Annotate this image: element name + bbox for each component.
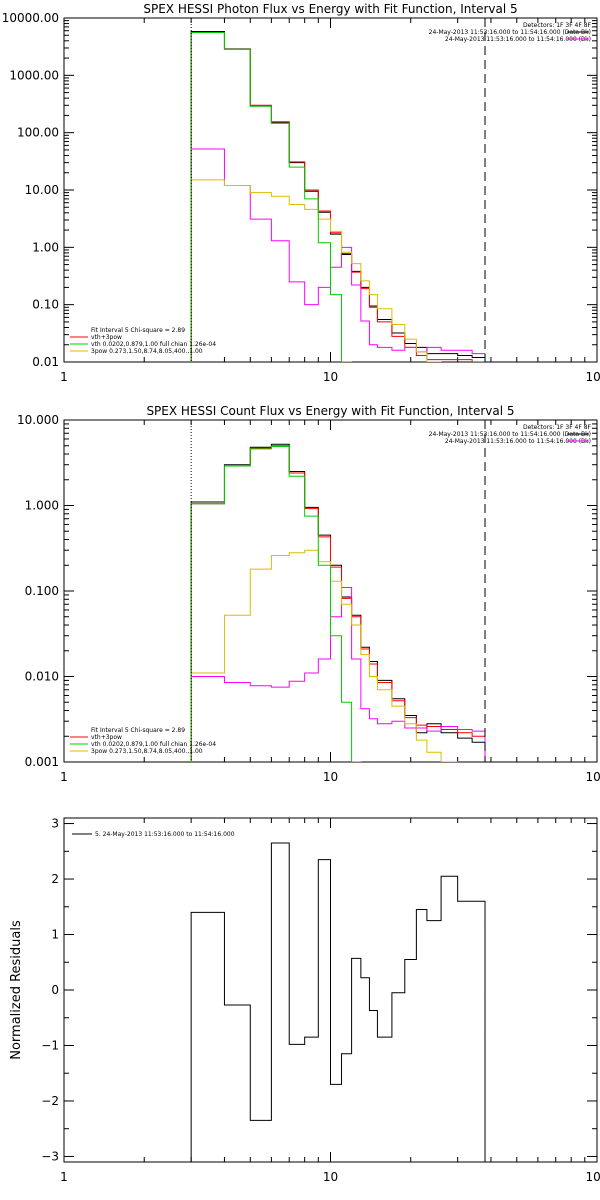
series-2-line [190,445,486,762]
series-5-line [190,31,353,362]
chart-2: SPEX HESSI Count Flux vs Energy with Fit… [17,404,600,784]
axes-frame [63,17,598,363]
x-tick-label: 1 [60,770,68,784]
series-2-line [190,31,486,362]
info-text: Detectors: 1F 3F 4F 8F [523,424,592,431]
info-text: 24-May-2013 11:53:16.000 to 11:54:16.000… [445,438,591,445]
y-tick-label: 2 [51,872,59,886]
y-tick-label: 100.00 [17,126,59,140]
y-tick-label: 1.000 [25,499,59,513]
y-tick-label: −3 [41,1149,59,1163]
y-tick-label: 3 [51,817,59,831]
series-1-line [190,31,486,362]
chart-1: SPEX HESSI Photon Flux vs Energy with Fi… [2,2,600,384]
y-tick-label: 10.00 [25,183,59,197]
x-tick-label: 10 [323,770,338,784]
legend-text: Fit Interval 5 Chi-square = 2.89 [91,327,185,334]
series-1-line [190,842,486,1162]
y-tick-label: −1 [41,1038,59,1052]
y-tick-label: −2 [41,1094,59,1108]
series-5-line [190,445,362,762]
x-tick-label: 100 [586,770,600,784]
info-text: 24-May-2013 11:53:16.000 to 11:54:16.000… [429,29,591,36]
legend-text: 5. 24-May-2013 11:53:16.000 to 11:54:16.… [95,831,235,838]
plot-area [190,842,486,1162]
x-tick-label: 100 [586,370,600,384]
y-tick-label: 10000.00 [2,11,59,25]
legend-text: vth 0.0202,0.879,1.00 full chian 1.26e-0… [91,741,216,748]
chart-title: SPEX HESSI Count Flux vs Energy with Fit… [146,404,514,418]
series-4-line [190,549,459,762]
plot-area [190,443,486,762]
legend-text: vth+3pow [91,334,122,341]
y-tick-label: 10.000 [17,413,59,427]
y-tick-label: 1 [51,928,59,942]
legend-text: vth 0.0202,0.879,1.00 full chian 1.26e-0… [91,341,216,348]
x-tick-label: 10 [323,370,338,384]
x-tick-label: 100 [586,1170,600,1184]
series-3-line [190,586,486,762]
series-3-line [190,148,486,362]
plot-area [190,31,486,362]
y-tick-label: 0.100 [25,584,59,598]
y-tick-label: 0 [51,983,59,997]
x-tick-label: 1 [60,1170,68,1184]
series-1-line [190,443,486,762]
chart-title: SPEX HESSI Photon Flux vs Energy with Fi… [143,2,517,16]
y-tick-label: 0.001 [25,755,59,769]
y-tick-label: 1000.00 [9,68,59,82]
info-text: Detectors: 1F 3F 4F 8F [523,22,592,29]
legend-text: Fit Interval 5 Chi-square = 2.89 [91,727,185,734]
legend-text: 3pow 0.273,1.50,8.74,8.05,400.,1.00 [91,348,203,355]
y-axis-label: Normalized Residuals [9,920,24,1060]
y-tick-label: 0.10 [32,298,59,312]
x-tick-label: 10 [323,1170,338,1184]
info-text: 24-May-2013 11:53:16.000 to 11:54:16.000… [429,431,591,438]
y-tick-label: 0.010 [25,670,59,684]
legend-text: vth+3pow [91,734,122,741]
x-tick-label: 1 [60,370,68,384]
y-tick-label: 0.01 [32,355,59,369]
y-tick-label: 1.00 [32,240,59,254]
series-4-line [190,179,442,362]
info-text: 24-May-2013 11:53:16.000 to 11:54:16.000… [445,36,591,43]
chart-3: 1 10 100 −3 −2 −1 0 1 2 3 Normalized Residuals 5. 2… [9,817,600,1184]
legend-text: 3pow 0.273,1.50,8.74,8.05,400.,1.00 [91,748,203,755]
